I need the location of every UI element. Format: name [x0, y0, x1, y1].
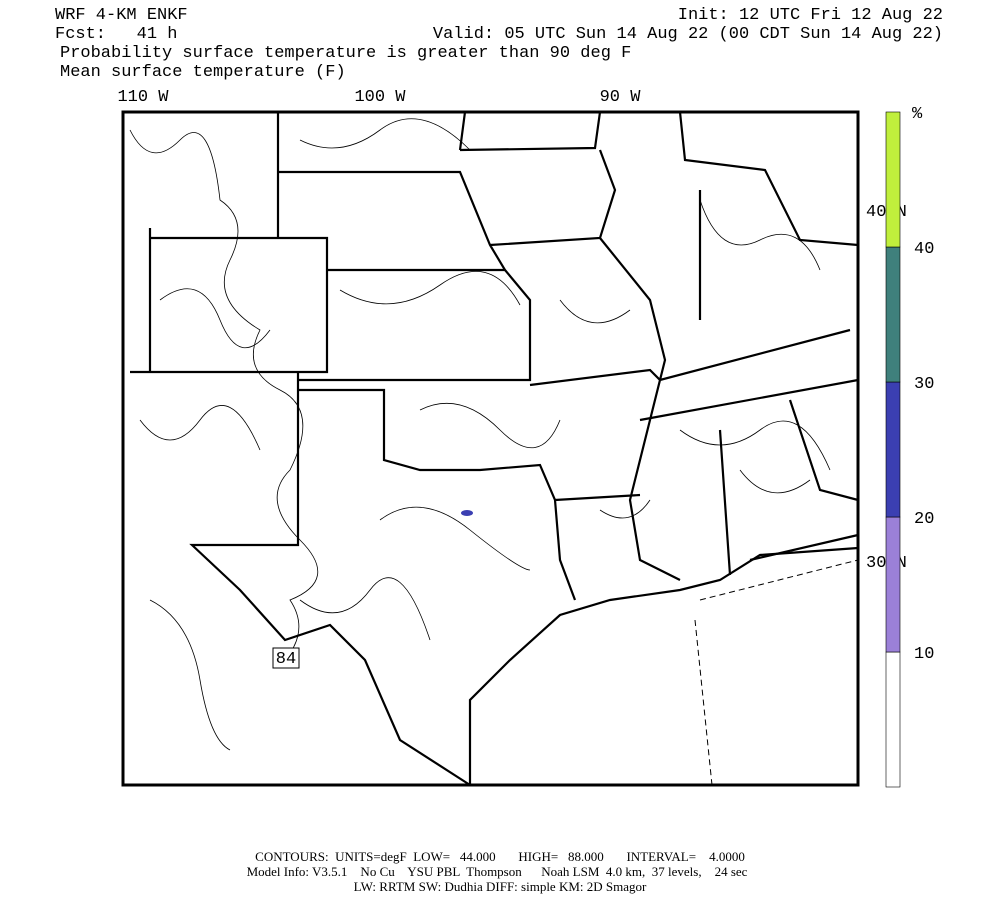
- valid-time: Valid: 05 UTC Sun 14 Aug 22 (00 CDT Sun …: [433, 25, 943, 44]
- footer-line: LW: RRTM SW: Dudhia DIFF: simple KM: 2D …: [354, 879, 647, 894]
- colorbar-label: 30: [914, 375, 934, 394]
- colorbar-unit: %: [912, 105, 923, 124]
- contour-label: 84: [276, 650, 296, 669]
- colorbar-segment: [885, 111, 901, 248]
- map: 84: [121, 110, 860, 787]
- forecast-hour: Fcst: 41 h: [55, 25, 177, 44]
- init-time: Init: 12 UTC Fri 12 Aug 22: [678, 6, 943, 25]
- colorbar-label: 20: [914, 510, 934, 529]
- field-title: Probability surface temperature is great…: [60, 44, 631, 63]
- colorbar-segment: [885, 651, 901, 788]
- colorbar-segment: [885, 246, 901, 383]
- model-name: WRF 4-KM ENKF: [55, 6, 188, 25]
- lon-label: 90 W: [600, 88, 642, 107]
- footer-line: Model Info: V3.5.1 No Cu YSU PBL Thompso…: [247, 864, 748, 879]
- colorbar: 10 20 30 40%: [885, 105, 934, 788]
- colorbar-label: 10: [914, 645, 934, 664]
- lon-label: 100 W: [354, 88, 406, 107]
- footer-line: CONTOURS: UNITS=degF LOW= 44.000 HIGH= 8…: [255, 849, 745, 864]
- colorbar-label: 40: [914, 240, 934, 259]
- colorbar-segment: [885, 381, 901, 518]
- colorbar-segment: [885, 516, 901, 653]
- lon-label: 110 W: [117, 88, 169, 107]
- field-title: Mean surface temperature (F): [60, 63, 346, 82]
